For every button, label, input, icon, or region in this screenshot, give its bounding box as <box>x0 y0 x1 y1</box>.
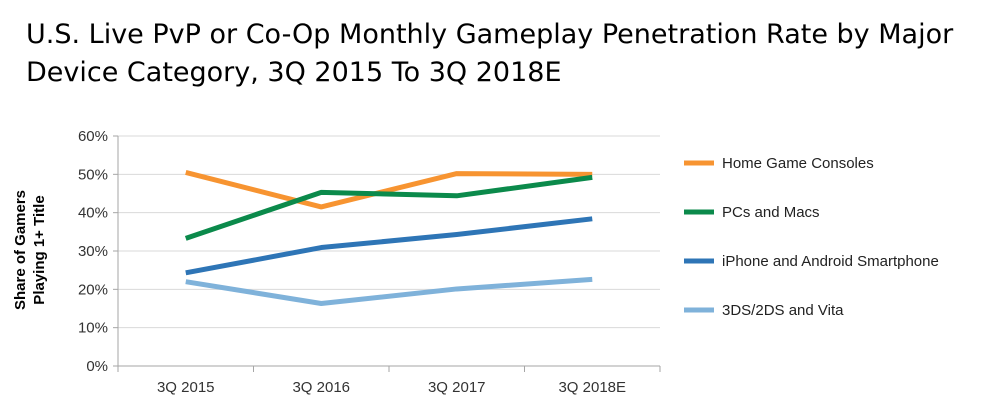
legend-label: PCs and Macs <box>722 204 820 221</box>
legend-label: iPhone and Android Smartphone <box>722 253 939 270</box>
x-tick-label: 3Q 2018E <box>558 379 626 396</box>
y-tick-label: 40% <box>78 205 108 222</box>
series-line <box>184 174 593 241</box>
y-tick-label: 60% <box>78 128 108 145</box>
y-tick-label: 20% <box>78 281 108 298</box>
y-tick-label: 0% <box>86 358 108 375</box>
y-tick-label: 50% <box>78 166 108 183</box>
x-axis-ticks: 3Q 2015 3Q 2016 3Q 2017 3Q 2018E <box>117 366 661 396</box>
y-axis-ticks: 0% 10% 20% 30% 40% 50% 60% <box>78 128 118 375</box>
x-tick-label: 3Q 2016 <box>292 379 350 396</box>
y-tick-label: 30% <box>78 243 108 260</box>
series-line <box>185 169 593 210</box>
legend-label: 3DS/2DS and Vita <box>722 302 844 319</box>
series-line <box>185 216 593 276</box>
chart-title: U.S. Live PvP or Co-Op Monthly Gameplay … <box>26 19 954 88</box>
legend: Home Game Consoles PCs and Macs iPhone and… <box>684 155 939 319</box>
x-tick-label: 3Q 2017 <box>428 379 486 396</box>
y-tick-label: 10% <box>78 320 108 337</box>
series-lines <box>184 169 593 307</box>
legend-label: Home Game Consoles <box>722 155 874 172</box>
gridlines <box>118 135 660 329</box>
x-tick-label: 3Q 2015 <box>157 379 215 396</box>
series-line <box>185 276 593 307</box>
